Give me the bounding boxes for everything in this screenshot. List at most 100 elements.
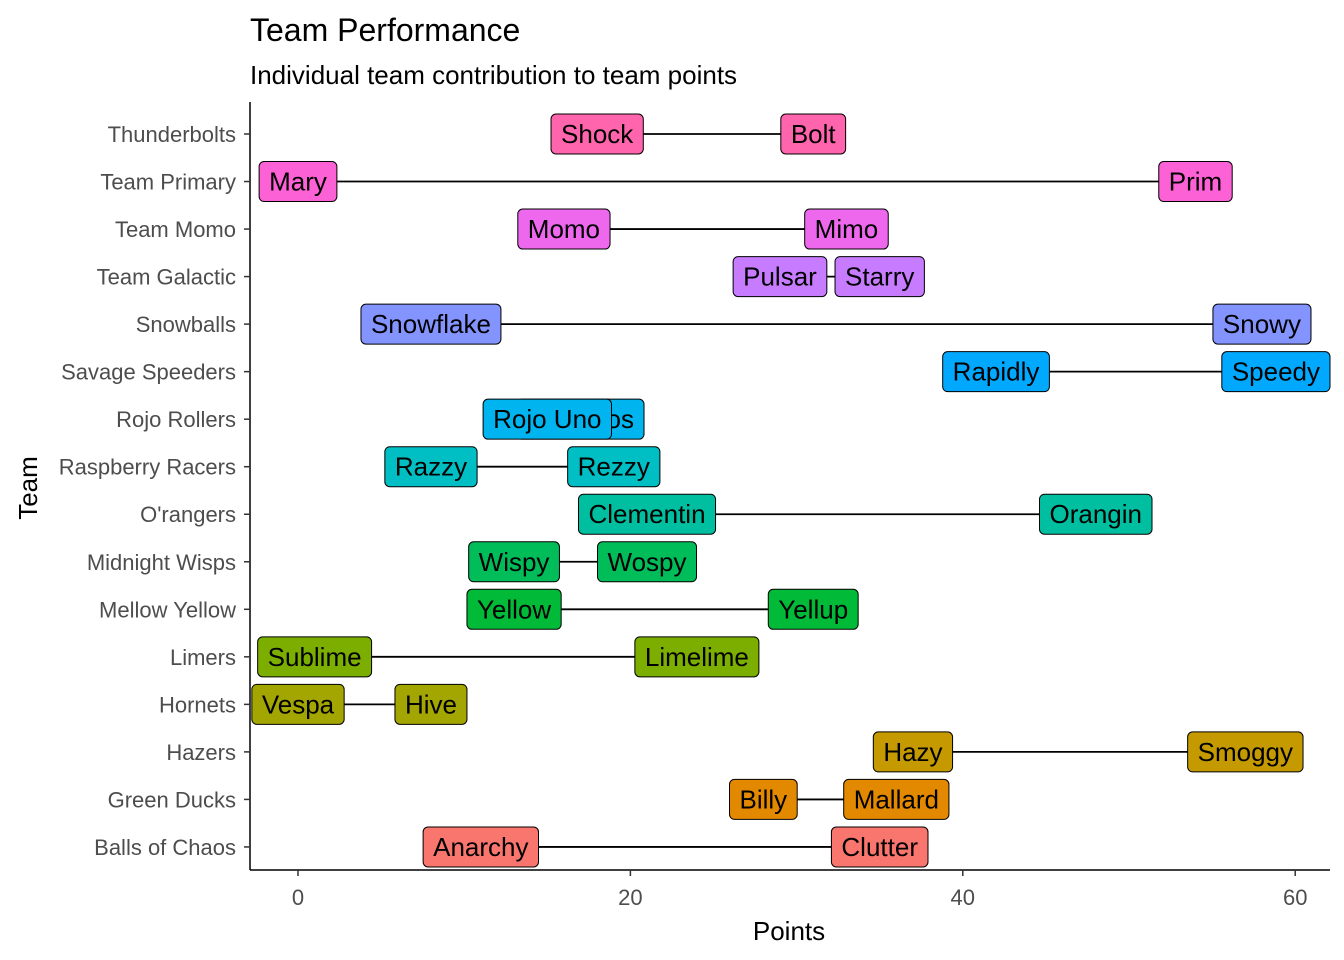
y-tick-label-thunderbolts: Thunderbolts [108, 122, 236, 147]
label-text-rezzy: Rezzy [578, 452, 650, 482]
point-label-hazy: Hazy [872, 731, 954, 773]
label-box-momo [517, 208, 611, 250]
label-text-hive: Hive [405, 689, 457, 719]
point-label-smoggy: Smoggy [1187, 731, 1304, 773]
x-axis-title: Points [753, 916, 825, 946]
point-label-clutter: Clutter [830, 826, 929, 868]
y-tick-label-hazers: Hazers [166, 740, 236, 765]
label-box-mimo [804, 208, 889, 250]
point-label-sublime: Sublime [257, 636, 373, 678]
y-tick-label-team-primary: Team Primary [100, 170, 236, 195]
chart-subtitle: Individual team contribution to team poi… [250, 60, 737, 90]
point-label-yellow: Yellow [466, 588, 562, 630]
label-box-starry [834, 256, 925, 298]
y-tick-label-savage-speeders: Savage Speeders [61, 360, 236, 385]
point-label-mary: Mary [258, 161, 338, 203]
y-tick-label-midnight-wisps: Midnight Wisps [87, 550, 236, 575]
label-box-razzy [384, 446, 478, 488]
label-box-bolt [780, 113, 847, 155]
point-label-vespa: Vespa [251, 683, 345, 725]
point-label-yellup: Yellup [767, 588, 859, 630]
y-tick-label-raspberry-racers: Raspberry Racers [59, 455, 236, 480]
x-tick-label: 40 [951, 885, 975, 910]
label-box-yellow [466, 588, 562, 630]
y-tick-label-o-rangers: O'rangers [140, 502, 236, 527]
label-text-hazy: Hazy [883, 737, 942, 767]
label-box-sublime [257, 636, 373, 678]
label-box-shock [550, 113, 644, 155]
label-text-wispy: Wispy [479, 547, 550, 577]
point-label-limelime: Limelime [634, 636, 760, 678]
y-tick-label-snowballs: Snowballs [136, 312, 236, 337]
point-labels: Bolt Shock Prim Mary Mimo Momo Starry Pulsar Sno… [251, 113, 1331, 868]
label-text-shock: Shock [561, 119, 634, 149]
label-text-razzy: Razzy [395, 452, 467, 482]
label-text-prim: Prim [1169, 167, 1222, 197]
label-box-prim [1158, 161, 1233, 203]
point-label-speedy: Speedy [1221, 351, 1331, 393]
label-text-rojo-uno: Rojo Uno [493, 404, 601, 434]
label-text-clementin: Clementin [588, 499, 705, 529]
label-text-speedy: Speedy [1232, 357, 1320, 387]
point-label-rapidly: Rapidly [942, 351, 1050, 393]
label-box-wispy [468, 541, 560, 583]
label-box-anarchy [422, 826, 540, 868]
label-text-yellup: Yellup [778, 594, 848, 624]
y-axis-title: Team [13, 456, 43, 520]
label-box-yellup [767, 588, 859, 630]
label-box-billy [729, 778, 798, 820]
label-text-mallard: Mallard [854, 784, 939, 814]
chart-title: Team Performance [250, 12, 520, 48]
label-text-wospy: Wospy [608, 547, 687, 577]
dumbbell-segments [298, 133, 1279, 848]
point-label-anarchy: Anarchy [422, 826, 540, 868]
y-axis-ticks: Thunderbolts Team Primary Team Momo Team Ga… [59, 122, 250, 860]
point-label-prim: Prim [1158, 161, 1233, 203]
label-text-limelime: Limelime [645, 642, 749, 672]
point-label-rojo-uno: Rojo Uno [482, 398, 613, 440]
label-box-rezzy [567, 446, 661, 488]
label-box-smoggy [1187, 731, 1304, 773]
point-label-clementin: Clementin [577, 493, 717, 535]
label-box-snowflake [360, 303, 502, 345]
label-text-rapidly: Rapidly [953, 357, 1040, 387]
y-tick-label-balls-of-chaos: Balls of Chaos [94, 835, 236, 860]
label-box-pulsar [732, 256, 828, 298]
point-label-razzy: Razzy [384, 446, 478, 488]
label-text-billy: Billy [740, 784, 788, 814]
y-tick-label-rojo-rollers: Rojo Rollers [116, 407, 236, 432]
point-label-snowy: Snowy [1212, 303, 1312, 345]
point-label-wispy: Wispy [468, 541, 560, 583]
label-box-wospy [597, 541, 698, 583]
label-box-snowy [1212, 303, 1312, 345]
point-label-wospy: Wospy [597, 541, 698, 583]
label-box-rojo-uno [482, 398, 613, 440]
label-text-orangin: Orangin [1050, 499, 1143, 529]
x-axis-ticks: 0 20 40 60 [292, 870, 1307, 910]
label-box-clementin [577, 493, 717, 535]
point-label-snowflake: Snowflake [360, 303, 502, 345]
label-box-orangin [1039, 493, 1153, 535]
point-label-momo: Momo [517, 208, 611, 250]
label-text-starry: Starry [845, 262, 914, 292]
y-tick-label-limers: Limers [170, 645, 236, 670]
label-text-momo: Momo [528, 214, 600, 244]
y-tick-label-hornets: Hornets [159, 692, 236, 717]
point-label-starry: Starry [834, 256, 925, 298]
label-text-yellow: Yellow [477, 594, 551, 624]
y-tick-label-green-ducks: Green Ducks [108, 787, 236, 812]
point-label-hive: Hive [394, 683, 468, 725]
label-text-snowflake: Snowflake [371, 309, 491, 339]
y-tick-label-mellow-yellow: Mellow Yellow [99, 597, 236, 622]
y-tick-label-team-galactic: Team Galactic [97, 265, 236, 290]
label-box-clutter [830, 826, 929, 868]
point-label-shock: Shock [550, 113, 644, 155]
label-text-smoggy: Smoggy [1198, 737, 1293, 767]
point-label-pulsar: Pulsar [732, 256, 828, 298]
label-text-mimo: Mimo [815, 214, 879, 244]
label-box-hazy [872, 731, 954, 773]
label-text-vespa: Vespa [262, 689, 335, 719]
label-box-speedy [1221, 351, 1331, 393]
x-tick-label: 20 [618, 885, 642, 910]
